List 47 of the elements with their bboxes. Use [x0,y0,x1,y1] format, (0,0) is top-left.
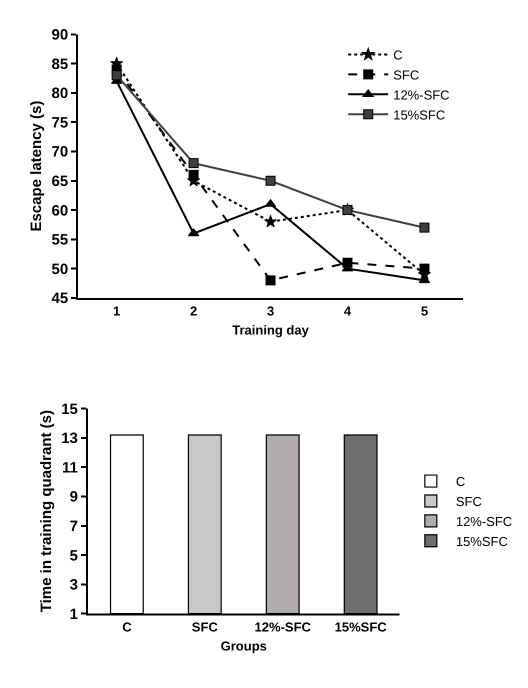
legend-label: 12%-SFC [393,87,450,102]
point [266,176,276,186]
point [188,170,199,180]
y-tick-label: 60 [51,202,68,220]
y-tick-label: 80 [51,85,68,102]
x-tick-label: 4 [344,304,352,319]
x-tick-label: 12%-SFC [254,619,312,634]
x-axis-title: Groups [220,638,267,654]
x-tick-label: 5 [420,304,428,319]
y-axis-title: Escape latency (s) [28,100,46,232]
legend-label: 15%SFC [393,107,446,122]
point [188,158,199,168]
legend-label: SFC [456,494,482,510]
y-tick-label: 50 [51,260,68,278]
x-axis-title: Training day [232,322,310,338]
y-tick-label: 45 [51,290,68,308]
y-tick-label: 3 [70,576,78,594]
x-tick-label: 15%SFC [334,619,388,634]
x-tick-label: 1 [113,304,120,319]
y-tick-label: 65 [51,173,68,190]
legend-label: 12%-SFC [456,514,512,529]
y-tick-label: 15 [61,400,78,418]
y-tick-label: 55 [51,232,68,249]
legend-label: C [393,48,403,63]
point [188,228,200,236]
y-tick-label: 1 [70,606,78,623]
y-tick-label: 70 [51,144,68,161]
y-tick-label: 85 [51,56,68,73]
legend-label: 15%SFC [456,534,508,549]
y-tick-label: 75 [51,114,68,132]
y-tick-label: 13 [61,430,78,448]
x-tick-label: 2 [190,304,198,319]
point [264,214,278,228]
y-tick-label: 7 [70,518,78,536]
legend-label: SFC [393,67,420,82]
point [419,222,430,233]
y-tick-label: 5 [70,547,78,564]
x-tick-label: SFC [192,619,218,634]
legend-label: C [456,474,466,490]
point [112,70,122,80]
x-tick-label: 3 [266,304,274,319]
y-tick-label: 9 [70,488,78,506]
y-tick-label: 90 [51,26,68,44]
y-tick-label: 11 [62,459,78,476]
x-tick-label: C [122,619,132,634]
point [266,275,276,286]
y-axis-title: Time in training quadrant (s) [38,410,55,612]
